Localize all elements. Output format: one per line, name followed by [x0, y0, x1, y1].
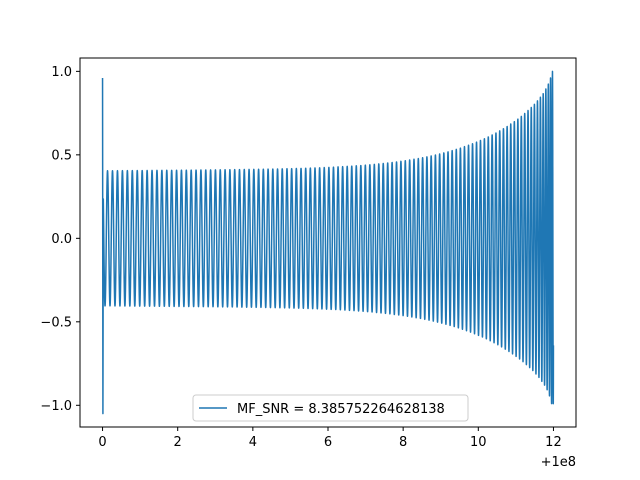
- y-axis-ticks: −1.0 −0.5 0.0 0.5 1.0: [40, 65, 80, 414]
- x-tick-label: 8: [399, 435, 407, 450]
- legend-box: [192, 394, 469, 422]
- x-offset-label: +1e8: [541, 455, 576, 470]
- legend-label: MF_SNR = 8.385752264628138: [237, 402, 445, 417]
- legend: MF_SNR = 8.385752264628138: [192, 394, 469, 422]
- x-tick-label: 4: [249, 435, 257, 450]
- x-tick-label: 12: [545, 435, 562, 450]
- plot-area: [101, 70, 555, 415]
- x-tick-label: 10: [470, 435, 487, 450]
- y-tick-label: 0.0: [51, 232, 72, 247]
- x-tick-label: 6: [324, 435, 332, 450]
- series-line: [101, 70, 555, 415]
- x-tick-label: 0: [98, 435, 106, 450]
- y-tick-label: 0.5: [51, 148, 72, 163]
- x-axis-ticks: 0 2 4 6 8 10 12: [98, 427, 562, 450]
- y-tick-label: −1.0: [40, 399, 72, 414]
- x-tick-label: 2: [174, 435, 182, 450]
- y-tick-label: 1.0: [51, 65, 72, 80]
- y-tick-label: −0.5: [40, 315, 72, 330]
